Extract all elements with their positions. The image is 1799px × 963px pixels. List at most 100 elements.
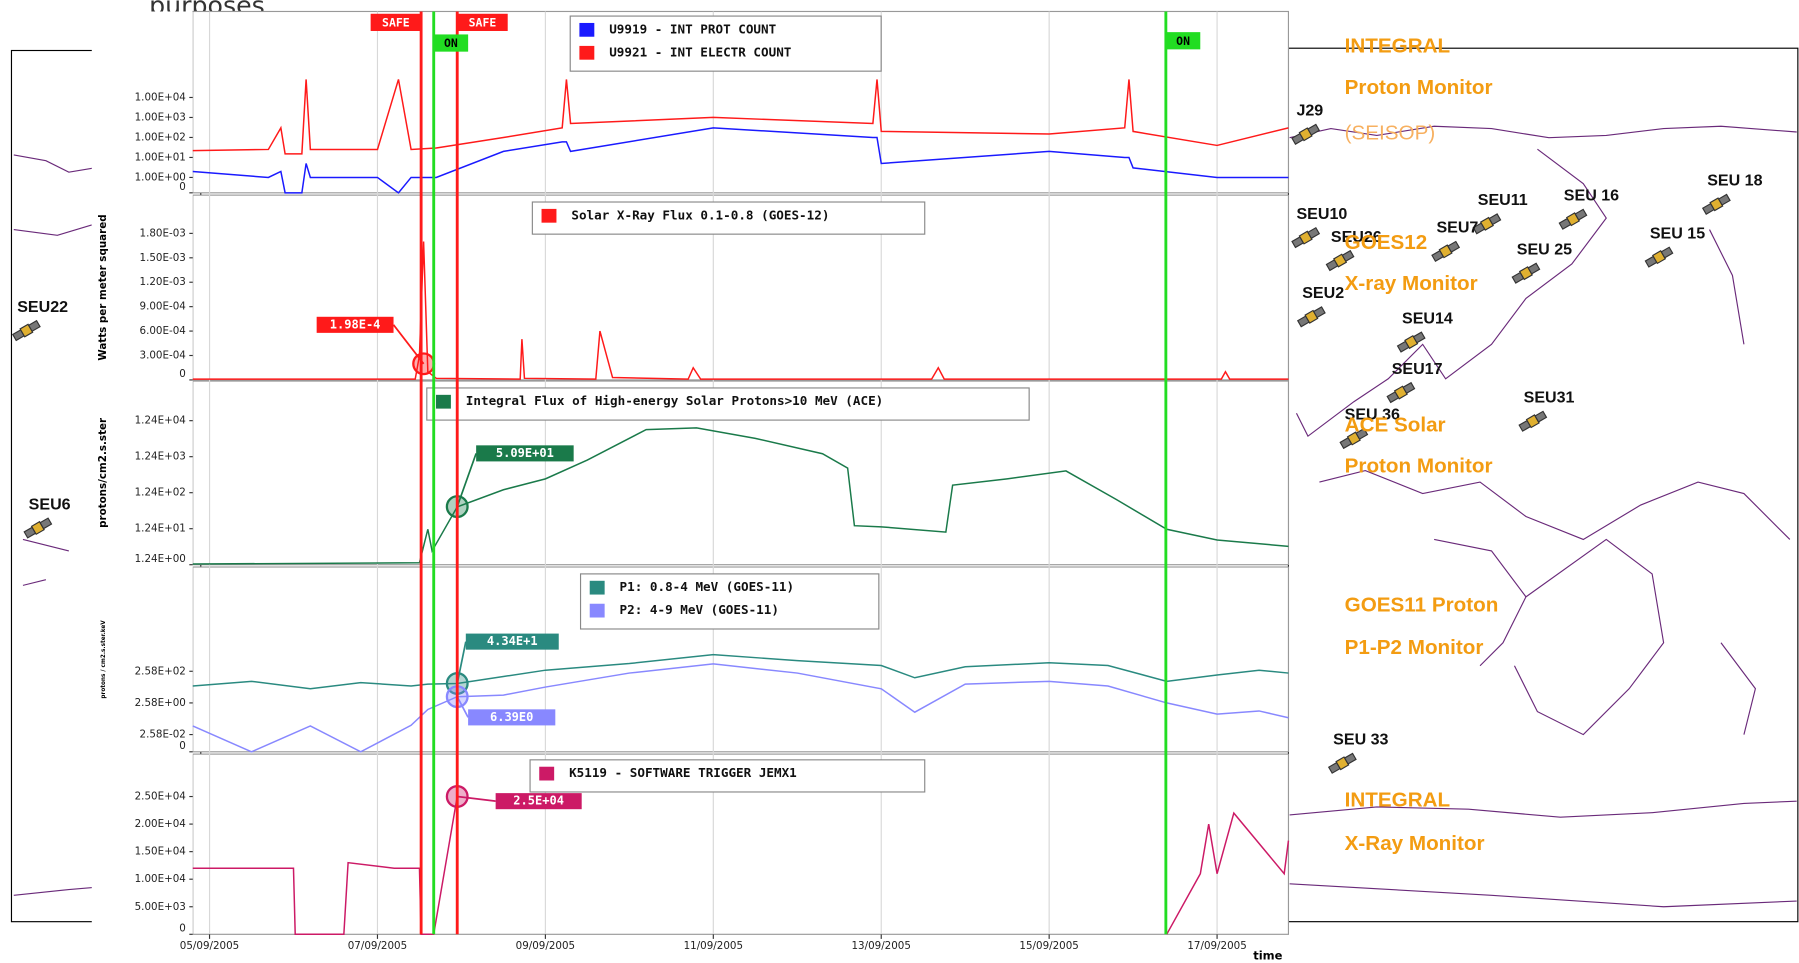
y-tick-label: 2.50E+04 xyxy=(135,791,186,803)
coastline xyxy=(1289,125,1797,438)
y-tick-label: 1.50E-03 xyxy=(140,252,186,264)
satellite-panel xyxy=(39,517,53,530)
series-line xyxy=(192,427,1289,565)
legend-swatch xyxy=(579,45,595,60)
monitor-label: X-Ray Monitor xyxy=(1345,832,1485,855)
satellite-label: SEU26 xyxy=(1331,228,1382,246)
legend xyxy=(529,759,926,793)
monitor-label: Proton Monitor xyxy=(1345,76,1493,99)
y-tick-label: 1.00E+02 xyxy=(135,131,186,143)
satellite-label: SEU22 xyxy=(17,298,68,316)
event-label: ON xyxy=(1176,34,1190,48)
series-line xyxy=(192,653,1289,690)
series-line xyxy=(192,127,1289,194)
satellite-panel xyxy=(1527,262,1541,275)
satellite-panel xyxy=(1343,752,1357,765)
legend-swatch xyxy=(539,766,555,781)
satellite-panel xyxy=(27,319,41,333)
y-tick-label: 1.50E+04 xyxy=(135,846,186,858)
y-tick-label: 9.00E-04 xyxy=(140,301,186,313)
annotation-label: 5.09E+01 xyxy=(496,446,554,460)
annotation-label: 1.98E-4 xyxy=(330,317,381,331)
legend xyxy=(426,387,1030,421)
x-tick-label: 13/09/2005 xyxy=(852,940,911,952)
x-axis-label: time xyxy=(1253,949,1282,963)
satellite-label: SEU 18 xyxy=(1707,172,1762,190)
legend-swatch xyxy=(579,22,595,37)
satellite-label: SEU10 xyxy=(1296,205,1347,223)
satellite-panel xyxy=(1717,193,1731,206)
y-tick-label: 1.00E+04 xyxy=(135,873,186,885)
series-line xyxy=(192,663,1289,753)
legend-swatch xyxy=(435,394,451,409)
legend-swatch xyxy=(541,208,557,223)
annotation-label: 4.34E+1 xyxy=(487,634,538,648)
map-frame xyxy=(1287,47,1799,923)
y-tick-label: 6.00E-04 xyxy=(140,325,186,337)
annotation-box xyxy=(476,445,574,462)
annotation-box xyxy=(468,709,556,726)
satellite-panel xyxy=(1447,240,1461,253)
satellite-panel xyxy=(1660,246,1674,259)
satellite-label: SEU6 xyxy=(29,495,71,513)
annotation-label: 2.5E+04 xyxy=(513,794,564,808)
event-box xyxy=(370,13,422,31)
legend-label: U9921 - INT ELECTR COUNT xyxy=(609,44,792,59)
satellite-panel xyxy=(1402,381,1416,395)
y-tick-label: 5.00E+03 xyxy=(135,901,186,913)
event-box xyxy=(433,34,469,52)
satellite-icon xyxy=(1327,752,1357,774)
legend-label: U9919 - INT PROT COUNT xyxy=(609,21,776,36)
y-tick-label: 1.24E+04 xyxy=(135,415,186,427)
satellite-label: SEU 33 xyxy=(1333,731,1388,749)
annotation-box xyxy=(316,316,394,333)
satellite-icon xyxy=(1472,213,1502,235)
satellite-icon xyxy=(1386,381,1416,404)
series-line xyxy=(192,79,1289,155)
legend xyxy=(569,15,882,72)
satellite-panel xyxy=(1412,331,1426,344)
y-tick-label: 2.00E+04 xyxy=(135,818,186,830)
y-axis-label: Watts per meter squared xyxy=(97,214,109,360)
annotation-marker xyxy=(412,352,436,376)
satellite-icon xyxy=(1296,306,1326,328)
callout-line xyxy=(456,696,469,718)
satellite-icon xyxy=(1325,249,1355,272)
satellite-icon xyxy=(1396,331,1426,353)
satellite-panel xyxy=(1355,427,1369,440)
monitor-label: P1-P2 Monitor xyxy=(1345,636,1484,659)
satellite-icon xyxy=(1291,226,1321,249)
legend xyxy=(531,201,926,235)
annotation-box xyxy=(495,793,582,810)
event-label: SAFE xyxy=(469,15,497,29)
chart: 05/09/2005 07/09/2005 09/09/2005 11/09/2005… xyxy=(91,10,1290,963)
satellite-icon xyxy=(1291,123,1321,145)
satellite-icon xyxy=(1518,410,1548,432)
satellite-label: SEU31 xyxy=(1524,389,1575,407)
satellite-label: SEU 25 xyxy=(1517,240,1572,258)
event-box xyxy=(457,13,508,31)
legend-label: K5119 - SOFTWARE TRIGGER JEMX1 xyxy=(569,765,797,780)
satellite-label: SEU14 xyxy=(1402,309,1453,327)
overlay: U9919 - INT PROT COUNT U9921 - INT ELECTR… xyxy=(316,11,1201,935)
x-tick-label: 09/09/2005 xyxy=(516,940,575,952)
satellite-icon xyxy=(23,517,53,539)
x-tick-label: 11/09/2005 xyxy=(684,940,743,952)
satellite-icon xyxy=(1431,240,1461,263)
coastline xyxy=(13,154,138,896)
y-tick-label: 3.00E-04 xyxy=(140,349,186,361)
series-line xyxy=(192,796,1290,936)
legend-swatch xyxy=(589,603,605,618)
y-tick-label: 1.80E-03 xyxy=(140,227,186,239)
satellite-icon xyxy=(1558,208,1588,230)
coastline xyxy=(13,125,1797,908)
x-tick-label: 07/09/2005 xyxy=(348,940,407,952)
satellite-label: SEU 36 xyxy=(1345,406,1400,424)
callout-line xyxy=(457,795,496,803)
coastline xyxy=(1319,469,1791,736)
satellite-panel xyxy=(1534,410,1548,423)
legend-label: P2: 4-9 MeV (GOES-11) xyxy=(620,602,779,617)
satellite-label: J29 xyxy=(1296,102,1323,120)
